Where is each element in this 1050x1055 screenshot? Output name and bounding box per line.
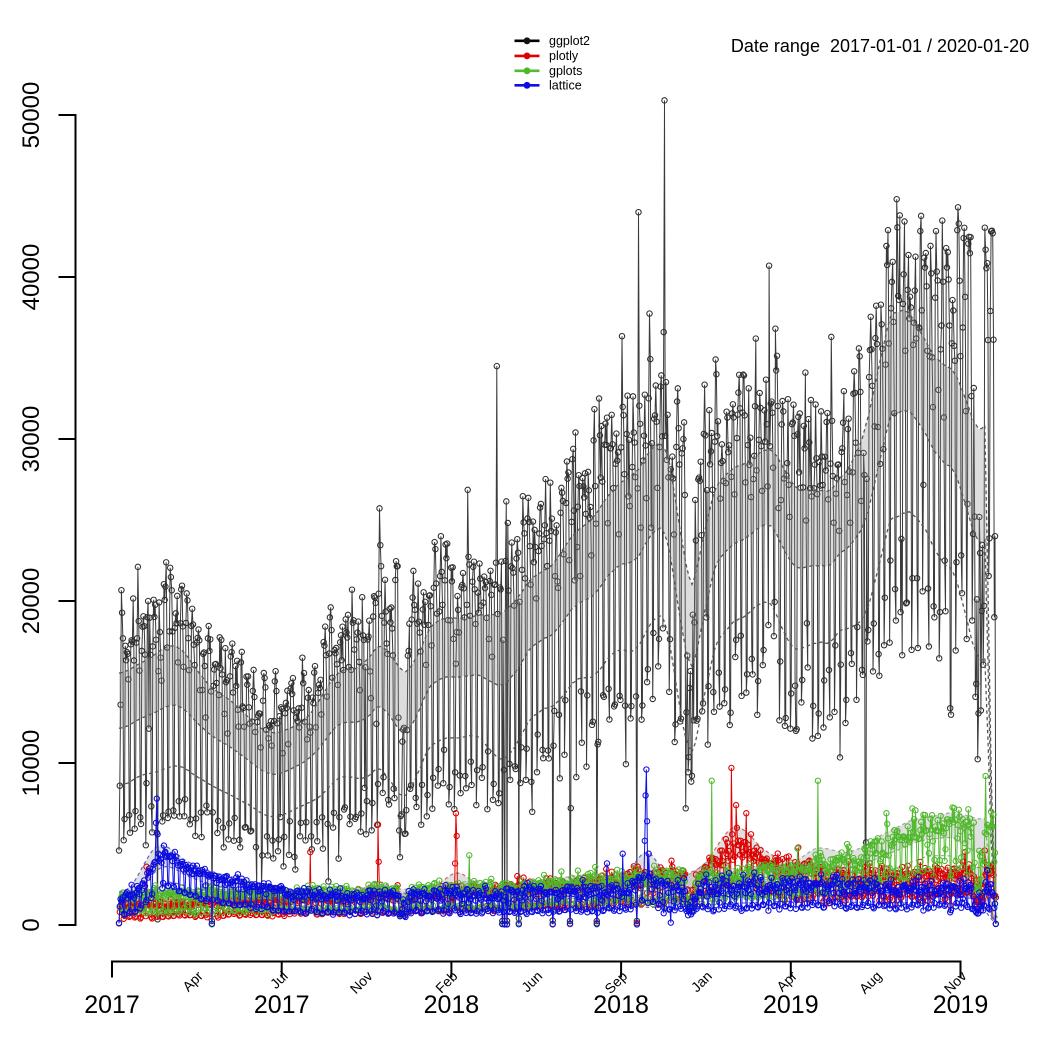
svg-text:Date range 2017-01-01 / 2020-: Date range 2017-01-01 / 2020-01-20 bbox=[731, 36, 1029, 56]
svg-text:2017: 2017 bbox=[84, 991, 140, 1019]
svg-text:2019: 2019 bbox=[763, 991, 819, 1019]
svg-text:2019: 2019 bbox=[933, 991, 989, 1019]
svg-text:10000: 10000 bbox=[18, 730, 45, 797]
svg-text:lattice: lattice bbox=[549, 79, 582, 93]
svg-text:2017: 2017 bbox=[254, 991, 310, 1019]
svg-text:50000: 50000 bbox=[18, 82, 45, 149]
svg-text:40000: 40000 bbox=[18, 244, 45, 311]
svg-text:2018: 2018 bbox=[424, 991, 480, 1019]
svg-text:30000: 30000 bbox=[18, 406, 45, 473]
svg-text:gplots: gplots bbox=[549, 64, 582, 78]
svg-text:plotly: plotly bbox=[549, 49, 579, 63]
svg-text:20000: 20000 bbox=[18, 568, 45, 635]
svg-text:0: 0 bbox=[18, 918, 45, 931]
svg-text:2018: 2018 bbox=[593, 991, 649, 1019]
svg-text:ggplot2: ggplot2 bbox=[549, 34, 590, 48]
